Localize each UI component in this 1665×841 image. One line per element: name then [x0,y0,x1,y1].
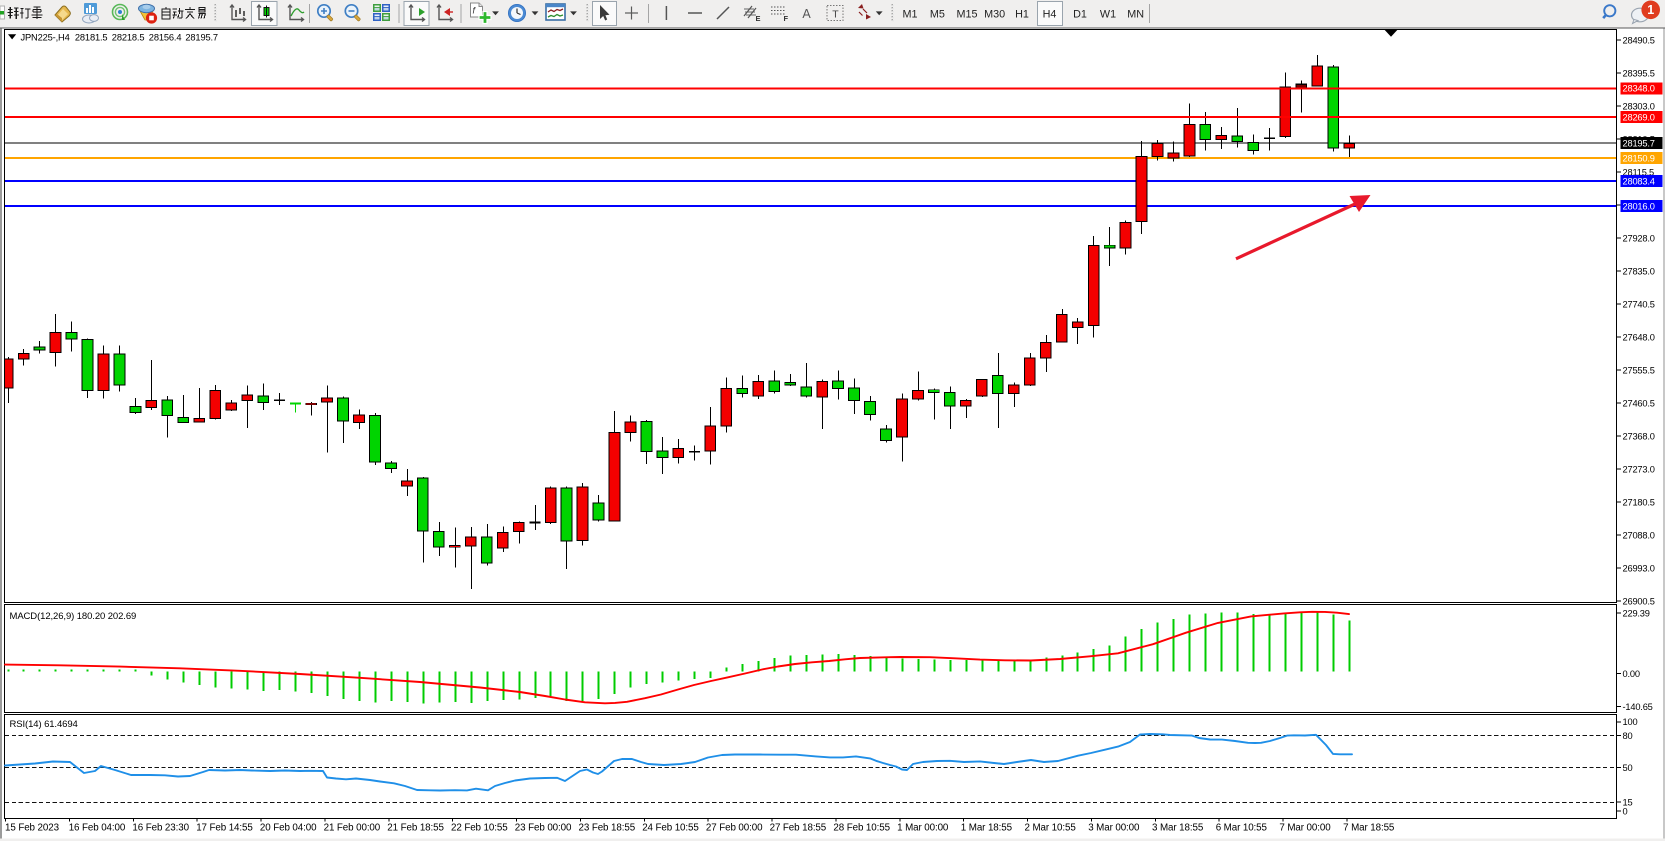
svg-text:28218.5: 28218.5 [112,32,145,42]
svg-text:229.39: 229.39 [1623,608,1650,618]
svg-text:28348.0: 28348.0 [1623,84,1655,94]
svg-text:W1: W1 [1100,8,1116,20]
svg-text:28115.5: 28115.5 [1623,167,1655,177]
svg-text:0: 0 [1623,806,1628,816]
svg-text:23 Feb 18:55: 23 Feb 18:55 [579,822,636,833]
svg-text:28490.5: 28490.5 [1623,35,1655,45]
svg-text:28083.4: 28083.4 [1623,177,1655,187]
svg-text:28195.7: 28195.7 [1623,138,1655,148]
svg-text:f: f [473,6,477,16]
svg-text:27460.5: 27460.5 [1623,398,1655,408]
svg-text:27088.0: 27088.0 [1623,530,1655,540]
svg-text:23 Feb 00:00: 23 Feb 00:00 [515,822,572,833]
svg-text:15: 15 [1623,797,1633,807]
svg-text:28395.5: 28395.5 [1623,68,1655,78]
svg-text:28181.5: 28181.5 [75,32,108,42]
svg-text:M15: M15 [956,8,977,20]
svg-text:-140.65: -140.65 [1623,702,1653,712]
svg-text:100: 100 [1623,717,1638,727]
svg-text:28195.7: 28195.7 [185,32,218,42]
svg-text:28156.4: 28156.4 [149,32,182,42]
svg-text:M1: M1 [903,8,918,20]
svg-text:28269.0: 28269.0 [1623,112,1655,122]
svg-text:H1: H1 [1015,8,1029,20]
svg-text:27273.0: 27273.0 [1623,464,1655,474]
svg-text:1 Mar 00:00: 1 Mar 00:00 [897,822,949,833]
svg-text:3 Mar 18:55: 3 Mar 18:55 [1152,822,1204,833]
svg-text:15 Feb 2023: 15 Feb 2023 [5,822,60,833]
svg-text:26900.5: 26900.5 [1623,596,1655,606]
svg-text:27555.5: 27555.5 [1623,365,1655,375]
svg-text:MACD(12,26,9) 180.20 202.69: MACD(12,26,9) 180.20 202.69 [10,611,137,622]
svg-text:MN: MN [1127,8,1144,20]
svg-text:7 Mar 18:55: 7 Mar 18:55 [1343,822,1395,833]
svg-text:27368.0: 27368.0 [1623,431,1655,441]
svg-text:3 Mar 00:00: 3 Mar 00:00 [1088,822,1140,833]
svg-text:24 Feb 10:55: 24 Feb 10:55 [642,822,699,833]
svg-text:21 Feb 00:00: 21 Feb 00:00 [324,822,381,833]
svg-text:28150.9: 28150.9 [1623,154,1655,164]
svg-text:27648.0: 27648.0 [1623,332,1655,342]
svg-text:16 Feb 04:00: 16 Feb 04:00 [69,822,126,833]
svg-text:6 Mar 10:55: 6 Mar 10:55 [1216,822,1268,833]
svg-text:E: E [756,14,761,23]
svg-text:7 Mar 00:00: 7 Mar 00:00 [1279,822,1331,833]
svg-text:RSI(14) 61.4694: RSI(14) 61.4694 [10,719,78,730]
svg-text:A: A [802,7,811,21]
svg-text:2 Mar 10:55: 2 Mar 10:55 [1025,822,1077,833]
svg-text:T: T [832,9,839,21]
svg-text:27180.5: 27180.5 [1623,497,1655,507]
svg-text:1: 1 [1647,3,1654,17]
svg-text:M30: M30 [984,8,1005,20]
svg-text:20 Feb 04:00: 20 Feb 04:00 [260,822,317,833]
svg-text:27 Feb 00:00: 27 Feb 00:00 [706,822,763,833]
svg-text:28 Feb 10:55: 28 Feb 10:55 [833,822,890,833]
svg-text:JPN225-,H4: JPN225-,H4 [21,32,70,42]
svg-text:M5: M5 [930,8,945,20]
svg-text:27 Feb 18:55: 27 Feb 18:55 [770,822,827,833]
svg-text:26993.0: 26993.0 [1623,563,1655,573]
svg-text:0.00: 0.00 [1623,669,1640,679]
svg-text:27835.0: 27835.0 [1623,266,1655,276]
svg-text:F: F [784,14,789,23]
svg-text:80: 80 [1623,731,1633,741]
svg-text:1 Mar 18:55: 1 Mar 18:55 [961,822,1013,833]
svg-text:17 Feb 14:55: 17 Feb 14:55 [196,822,253,833]
svg-text:H4: H4 [1043,8,1057,20]
svg-text:22 Feb 10:55: 22 Feb 10:55 [451,822,508,833]
svg-text:50: 50 [1623,763,1633,773]
svg-text:21 Feb 18:55: 21 Feb 18:55 [387,822,444,833]
svg-text:27928.0: 27928.0 [1623,233,1655,243]
svg-text:28016.0: 28016.0 [1623,201,1655,211]
svg-text:D1: D1 [1073,8,1087,20]
svg-text:28303.0: 28303.0 [1623,101,1655,111]
svg-text:16 Feb 23:30: 16 Feb 23:30 [132,822,189,833]
svg-text:27740.5: 27740.5 [1623,299,1655,309]
